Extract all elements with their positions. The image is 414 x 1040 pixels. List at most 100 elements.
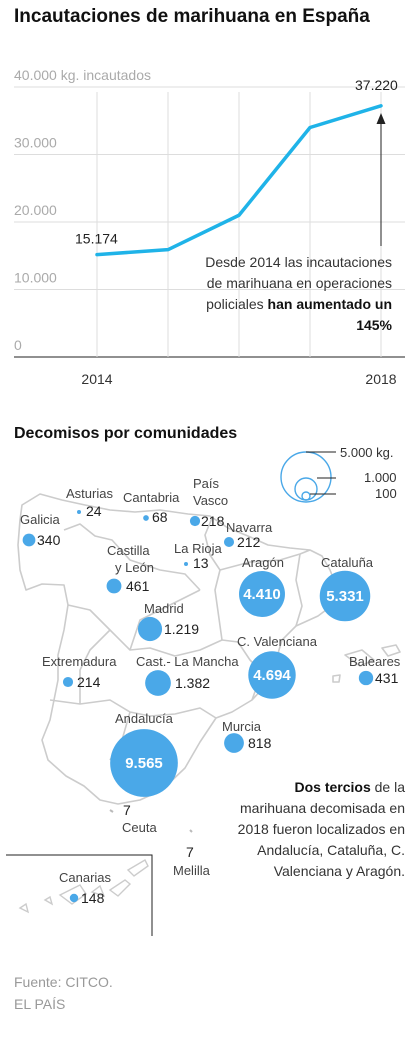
data-label-first: 15.174 xyxy=(75,231,118,247)
region-label: Cataluña xyxy=(321,555,374,570)
region-label: Galicia xyxy=(20,512,61,527)
annotation-bold: han aumentado un 145% xyxy=(267,296,392,333)
legend-label-100: 100 xyxy=(375,486,397,501)
bubble-catalu-a xyxy=(319,570,371,622)
y-tick-label: 30.000 xyxy=(14,135,57,151)
balearic-islands xyxy=(381,644,401,657)
legend-label-1000: 1.000 xyxy=(364,470,397,485)
region-label: Andalucía xyxy=(115,711,174,726)
source-text: Fuente: CITCO. xyxy=(14,974,113,990)
legend-label-5000: 5.000 kg. xyxy=(340,445,394,460)
map-note-text: de la marihuana decomisada en 2018 fuero… xyxy=(237,779,405,879)
region-value: 7 xyxy=(123,802,131,818)
bubble-baleares xyxy=(358,670,374,686)
region-border xyxy=(129,589,201,651)
y-tick-label: 10.000 xyxy=(14,270,57,286)
region-label: La Rioja xyxy=(174,541,222,556)
region-value: 818 xyxy=(248,735,272,751)
map-title: Decomisos por comunidades xyxy=(14,425,238,442)
region-label: C. Valenciana xyxy=(237,634,318,649)
canary-islands xyxy=(108,879,132,897)
region-value: 461 xyxy=(126,578,150,594)
region-border xyxy=(67,604,239,657)
region-value: 340 xyxy=(37,532,61,548)
region-value: 5.331 xyxy=(326,588,364,605)
line-chart: 0 10.000 20.000 30.000 40.000 kg. incautados… xyxy=(14,67,405,387)
region-value: 1.219 xyxy=(164,621,199,637)
region-label: Murcia xyxy=(222,719,262,734)
bubble-asturias xyxy=(77,510,81,514)
canary-islands xyxy=(126,859,149,877)
melilla-marker xyxy=(189,829,193,833)
balearic-islands xyxy=(344,649,375,667)
page-title: Incautaciones de marihuana en España xyxy=(14,6,370,27)
region-border xyxy=(49,699,217,719)
region-value: 9.565 xyxy=(125,755,163,772)
region-value: 4.694 xyxy=(253,667,291,684)
region-value: 68 xyxy=(152,509,168,525)
region-value: 24 xyxy=(86,503,102,519)
bubble-cast-la-mancha xyxy=(145,670,171,696)
bubble-c-valenciana xyxy=(248,651,296,699)
region-value: 7 xyxy=(186,844,194,860)
bubble-pa-s-vasco xyxy=(189,515,201,527)
x-tick-label: 2014 xyxy=(81,371,112,387)
region-value: 218 xyxy=(201,513,225,529)
canary-islands xyxy=(43,895,54,906)
y-tick-label: 0 xyxy=(14,337,22,353)
bubble-canarias xyxy=(69,893,79,903)
size-legend: 5.000 kg. 1.000 100 xyxy=(280,445,397,503)
publisher-text: EL PAÍS xyxy=(14,996,66,1012)
region-border xyxy=(219,549,311,571)
region-label: Ceuta xyxy=(122,820,157,835)
y-tick-label: 40.000 kg. incautados xyxy=(14,67,151,83)
annotation-text: Desde 2014 las incautaciones de marihuan… xyxy=(205,254,392,312)
region-value: 4.410 xyxy=(243,586,281,603)
region-border xyxy=(63,523,201,591)
region-value: 214 xyxy=(77,674,101,690)
region-label: Baleares xyxy=(349,654,401,669)
peninsula-outline xyxy=(17,493,339,805)
bubble-la-rioja xyxy=(184,562,188,566)
data-label-last: 37.220 xyxy=(355,77,398,93)
region-label: País Vasco xyxy=(193,476,228,508)
region-label: Madrid xyxy=(144,601,184,616)
canary-islands xyxy=(18,902,30,914)
y-tick-label: 20.000 xyxy=(14,202,57,218)
region-value: 212 xyxy=(237,534,261,550)
bubble-murcia xyxy=(224,733,244,753)
region-label: Asturias xyxy=(66,486,113,501)
annotation-arrowhead-icon xyxy=(376,113,386,124)
bubble-andaluc-a xyxy=(110,729,178,797)
bubble-galicia xyxy=(22,533,36,547)
annotation-note: Desde 2014 las incautaciones de marihuan… xyxy=(200,252,392,336)
region-label: Castilla y León xyxy=(107,543,154,575)
region-label: Cast.- La Mancha xyxy=(136,654,239,669)
region-label: Extremadura xyxy=(42,654,117,669)
map-note-bold: Dos tercios xyxy=(294,779,371,795)
bubble-castilla-y-le-n xyxy=(106,578,122,594)
balearic-islands xyxy=(332,674,341,683)
region-label: Canarias xyxy=(59,870,112,885)
region-label: Navarra xyxy=(226,520,273,535)
map-note: Dos tercios de la marihuana decomisada e… xyxy=(225,777,405,882)
x-tick-label: 2018 xyxy=(365,371,396,387)
bubble-cantabria xyxy=(143,515,149,521)
canary-islands xyxy=(58,884,87,905)
bubble-madrid xyxy=(137,616,163,642)
region-label: Cantabria xyxy=(123,490,180,505)
region-value: 13 xyxy=(193,555,209,571)
region-border xyxy=(79,629,111,704)
region-label: Melilla xyxy=(173,863,211,878)
region-value: 148 xyxy=(81,890,105,906)
bubble-extremadura xyxy=(62,676,74,688)
bubble-navarra xyxy=(223,536,235,548)
canarias-inset-frame xyxy=(6,854,153,936)
region-border xyxy=(295,553,303,627)
region-border xyxy=(204,517,223,641)
region-value: 431 xyxy=(375,670,399,686)
region-label: Aragón xyxy=(242,555,284,570)
ceuta-marker xyxy=(109,809,114,813)
bubble-arag-n xyxy=(239,571,285,617)
